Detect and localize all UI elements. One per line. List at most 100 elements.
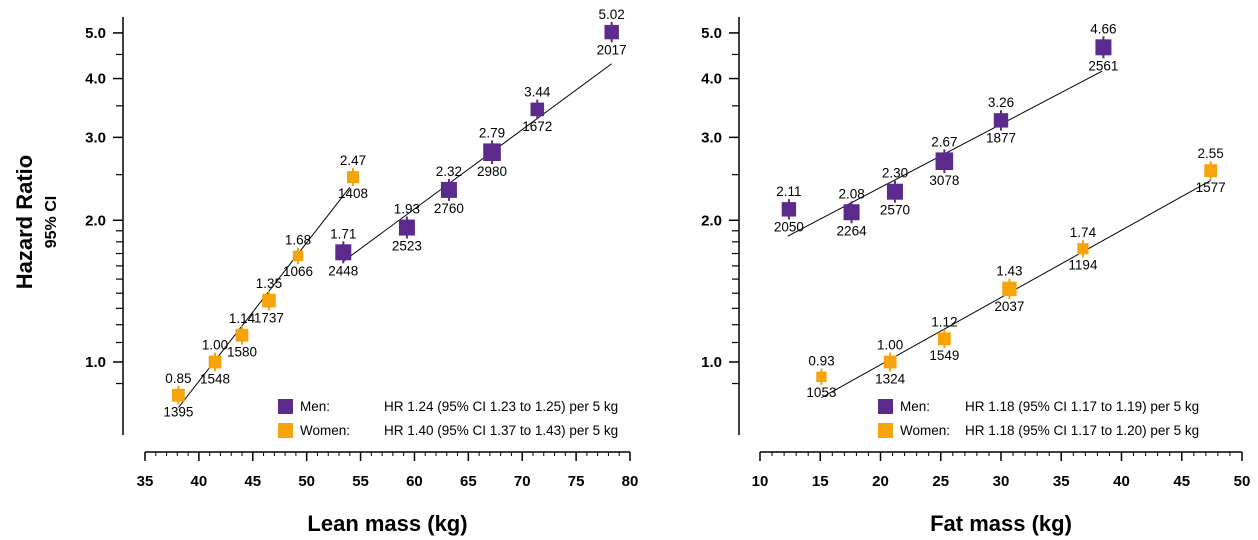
n-label: 1395 bbox=[163, 405, 193, 420]
y-axis-title: Hazard Ratio bbox=[12, 155, 37, 289]
data-point-men bbox=[886, 183, 903, 200]
x-tick-label: 45 bbox=[244, 473, 261, 490]
data-point-men bbox=[398, 219, 415, 236]
legend-text: HR 1.40 (95% CI 1.37 to 1.43) per 5 kg bbox=[384, 423, 618, 438]
fat-mass-panel: 1.0 2.0 3.0 4.0 5.0 10 15 20 25 30 35 40 45 50 Fat mas… bbox=[701, 17, 1250, 536]
y-tick-label: 3.0 bbox=[85, 129, 106, 146]
hr-label: 1.00 bbox=[877, 338, 903, 353]
n-label: 1877 bbox=[986, 131, 1016, 146]
y-tick-label: 1.0 bbox=[85, 354, 106, 371]
x-tick-label: 80 bbox=[622, 473, 639, 490]
y-axis-subtitle: 95% CI bbox=[43, 196, 60, 248]
hr-label: 0.85 bbox=[165, 371, 191, 386]
x-tick-label: 10 bbox=[752, 473, 769, 490]
legend-label: Women: bbox=[300, 423, 350, 438]
data-point-women bbox=[1002, 281, 1017, 297]
n-label: 1580 bbox=[227, 345, 257, 360]
hr-label: 1.00 bbox=[202, 338, 228, 353]
legend-swatch-men bbox=[878, 399, 893, 414]
data-point-men bbox=[530, 102, 545, 117]
hr-label: 4.66 bbox=[1090, 21, 1116, 36]
legend-swatch-men bbox=[278, 399, 293, 414]
hr-label: 2.79 bbox=[479, 125, 505, 140]
x-tick-label: 50 bbox=[1234, 473, 1251, 490]
n-label: 1324 bbox=[875, 371, 906, 386]
hr-label: 2.30 bbox=[882, 166, 908, 181]
legend-label: Women: bbox=[900, 423, 950, 438]
hr-label: 3.44 bbox=[524, 85, 551, 100]
x-tick-label: 35 bbox=[137, 473, 154, 490]
y-tick-label: 4.0 bbox=[85, 71, 106, 88]
data-point-men bbox=[993, 113, 1009, 128]
hr-label: 2.47 bbox=[340, 153, 366, 168]
x-tick-label: 25 bbox=[932, 473, 949, 490]
n-label: 1548 bbox=[200, 371, 230, 386]
legend-label: Men: bbox=[300, 399, 330, 414]
hr-label: 1.12 bbox=[931, 314, 957, 329]
data-point-men bbox=[440, 181, 457, 198]
lean-mass-panel: 1.0 2.0 3.0 4.0 5.0 35 40 45 50 55 60 65 70 75 80 Lean … bbox=[85, 7, 638, 536]
x-tick-label: 50 bbox=[298, 473, 315, 490]
hr-label: 1.93 bbox=[394, 202, 420, 217]
data-point-men bbox=[843, 204, 860, 221]
y-tick-label: 5.0 bbox=[85, 25, 106, 42]
n-label: 2050 bbox=[774, 220, 804, 235]
hr-label: 1.74 bbox=[1070, 225, 1097, 240]
x-tick-label: 75 bbox=[568, 473, 585, 490]
hr-label: 2.11 bbox=[776, 184, 801, 199]
hr-label: 1.14 bbox=[229, 311, 256, 326]
y-tick-label: 2.0 bbox=[85, 212, 106, 229]
n-label: 2760 bbox=[434, 201, 464, 216]
n-label: 1672 bbox=[522, 119, 552, 134]
hr-label: 1.35 bbox=[256, 276, 282, 291]
n-label: 1053 bbox=[806, 385, 836, 400]
hr-label: 2.32 bbox=[436, 164, 462, 179]
data-point-women bbox=[883, 355, 897, 369]
n-label: 1737 bbox=[254, 310, 284, 325]
y-tick-label: 2.0 bbox=[701, 212, 722, 229]
data-point-men bbox=[781, 202, 797, 217]
n-label: 2264 bbox=[837, 223, 868, 238]
data-point-women bbox=[937, 332, 951, 346]
x-tick-label: 70 bbox=[514, 473, 531, 490]
data-point-men bbox=[935, 152, 954, 170]
x-tick-label: 40 bbox=[1113, 473, 1130, 490]
x-tick-label: 45 bbox=[1173, 473, 1190, 490]
n-label: 2017 bbox=[597, 42, 627, 57]
n-label: 2523 bbox=[392, 239, 422, 254]
y-tick-label: 1.0 bbox=[701, 354, 722, 371]
legend-swatch-women bbox=[878, 423, 893, 438]
n-label: 1549 bbox=[929, 348, 959, 363]
hr-label: 1.68 bbox=[285, 233, 311, 248]
hr-label: 5.02 bbox=[599, 7, 625, 22]
n-label: 1066 bbox=[283, 264, 313, 279]
data-point-women bbox=[235, 328, 249, 342]
legend-label: Men: bbox=[900, 399, 930, 414]
n-label: 2980 bbox=[477, 164, 507, 179]
x-axis-title: Fat mass (kg) bbox=[930, 511, 1072, 536]
x-tick-label: 60 bbox=[406, 473, 423, 490]
n-label: 1577 bbox=[1196, 180, 1226, 195]
data-point-men bbox=[483, 143, 501, 162]
hr-label: 2.08 bbox=[838, 186, 864, 201]
data-point-women bbox=[347, 171, 360, 184]
n-label: 1408 bbox=[338, 186, 368, 201]
data-point-men bbox=[335, 244, 352, 261]
hr-label: 0.93 bbox=[808, 354, 834, 369]
legend-swatch-women bbox=[278, 423, 293, 438]
x-tick-label: 40 bbox=[191, 473, 208, 490]
data-point-men bbox=[604, 24, 619, 40]
fit-line-men bbox=[341, 63, 612, 263]
y-tick-label: 3.0 bbox=[701, 129, 722, 146]
x-tick-label: 55 bbox=[352, 473, 369, 490]
x-tick-label: 20 bbox=[872, 473, 889, 490]
data-point-women bbox=[172, 388, 185, 402]
legend-text: HR 1.18 (95% CI 1.17 to 1.19) per 5 kg bbox=[965, 399, 1199, 414]
data-point-women bbox=[208, 355, 222, 369]
n-label: 2570 bbox=[880, 203, 910, 218]
legend-text: HR 1.18 (95% CI 1.17 to 1.20) per 5 kg bbox=[965, 423, 1199, 438]
n-label: 3078 bbox=[929, 173, 959, 188]
n-label: 2448 bbox=[328, 263, 358, 278]
x-tick-label: 35 bbox=[1053, 473, 1070, 490]
